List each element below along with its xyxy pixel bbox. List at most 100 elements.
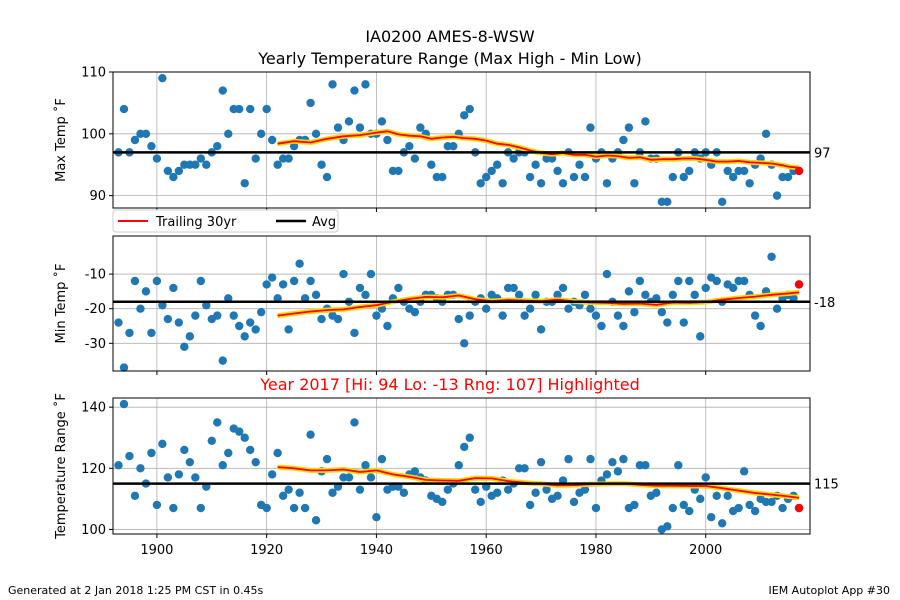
data-point: [712, 276, 721, 286]
data-point: [366, 473, 376, 482]
panel-2: -30 -20 -10 Min Temp ˚F -18: [53, 235, 835, 375]
data-point: [739, 276, 749, 286]
data-point: [289, 141, 299, 151]
data-point: [394, 166, 403, 176]
data-point: [728, 172, 738, 182]
data-point: [476, 497, 485, 507]
data-point: [158, 439, 167, 449]
highlight-point: [794, 280, 804, 289]
data-point: [591, 503, 601, 513]
data-point: [350, 86, 359, 95]
data-point: [213, 418, 222, 427]
data-point: [789, 294, 798, 303]
data-point: [240, 433, 249, 442]
data-point: [674, 276, 683, 286]
data-point: [311, 129, 321, 139]
data-point: [580, 485, 590, 494]
data-point: [344, 473, 354, 482]
data-point: [531, 290, 540, 300]
highlight-point: [794, 503, 804, 513]
data-point: [114, 318, 123, 327]
data-point: [465, 433, 474, 442]
y-tick-label: 110: [81, 66, 106, 81]
data-point: [575, 160, 584, 169]
data-point: [481, 172, 491, 182]
data-point: [366, 269, 376, 279]
data-point: [514, 290, 524, 300]
x-tick-label: 2000: [689, 543, 722, 558]
data-point: [240, 332, 249, 341]
data-point: [328, 488, 337, 497]
data-point: [503, 485, 513, 494]
data-point: [267, 135, 277, 145]
data-point: [558, 179, 568, 188]
data-point: [174, 166, 184, 176]
data-point: [685, 506, 694, 516]
data-point: [344, 117, 354, 126]
data-point: [679, 172, 688, 182]
data-point: [602, 470, 612, 479]
data-point: [739, 166, 749, 176]
data-point: [311, 516, 321, 525]
data-point: [454, 314, 463, 324]
data-point: [471, 485, 480, 494]
chart-title: IA0200 AMES-8-WSW: [365, 27, 535, 46]
data-point: [224, 448, 233, 458]
data-point: [624, 287, 634, 296]
data-point: [465, 311, 474, 320]
data-point: [278, 491, 288, 500]
data-point: [235, 427, 244, 436]
data-point: [152, 500, 162, 510]
data-point: [531, 488, 540, 497]
data-point: [685, 276, 694, 286]
footer-generated: Generated at 2 Jan 2018 1:25 PM CST in 0…: [8, 584, 264, 597]
data-point: [350, 328, 359, 338]
data-point: [460, 339, 469, 348]
avg-value-label: 97: [814, 146, 831, 161]
data-point: [668, 172, 677, 182]
data-point: [130, 135, 140, 145]
y-axis-label: Temperature Range ˚F: [53, 393, 69, 540]
highlight-annotation: Year 2017 [Hi: 94 Lo: -13 Rng: 107] High…: [260, 375, 640, 394]
data-point: [202, 160, 211, 169]
data-point: [405, 141, 414, 151]
data-point: [207, 436, 216, 445]
legend-box: [112, 209, 339, 233]
data-point: [416, 123, 425, 132]
data-point: [229, 311, 238, 320]
data-point: [169, 503, 178, 513]
data-point: [630, 179, 639, 188]
data-point: [246, 318, 255, 327]
data-point: [427, 160, 436, 169]
x-tick-label: 1960: [470, 543, 503, 558]
data-point: [696, 332, 705, 341]
data-point: [218, 356, 227, 365]
data-point: [169, 283, 178, 293]
panel-3: 100 120 140 1900 1920 1940 1960 1980 2000 Tempera…: [53, 393, 839, 558]
data-point: [476, 179, 485, 188]
y-tick-label: -10: [85, 268, 106, 283]
data-point: [619, 135, 628, 145]
avg-value-label: -18: [814, 296, 835, 311]
data-point: [240, 179, 249, 188]
data-point: [558, 283, 568, 293]
data-point: [125, 328, 134, 338]
data-point: [174, 470, 184, 479]
data-point: [586, 123, 595, 132]
data-point: [553, 290, 562, 300]
data-point: [355, 283, 365, 293]
data-point: [492, 160, 502, 169]
y-tick-label: 100: [81, 127, 106, 142]
data-point: [174, 318, 184, 327]
data-point: [196, 503, 206, 513]
data-point: [460, 442, 469, 452]
legend-label-avg: Avg: [312, 215, 336, 230]
data-point: [580, 172, 590, 182]
data-point: [487, 166, 496, 176]
data-point: [136, 304, 145, 313]
data-point: [772, 304, 782, 313]
data-point: [130, 276, 140, 286]
avg-value-label: 115: [814, 478, 839, 493]
data-point: [136, 464, 145, 473]
data-point: [196, 154, 206, 163]
